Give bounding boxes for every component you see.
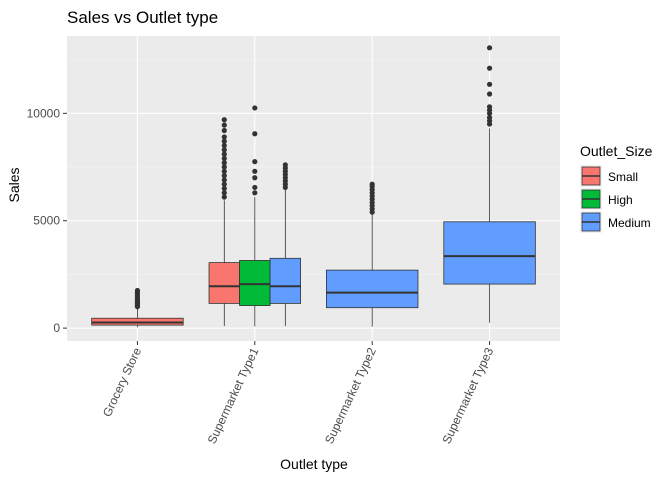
outlier-point [486, 115, 493, 121]
legend-title: Outlet_Size [580, 143, 653, 159]
outlier-point [221, 173, 227, 179]
y-tick-label: 10000 [27, 106, 61, 120]
outlier-point [221, 164, 227, 170]
boxplot-high [239, 105, 271, 327]
outlier-point [369, 181, 375, 187]
outlier-point [221, 177, 227, 183]
outlier-point [486, 45, 493, 51]
x-tick-label: Grocery Store [100, 345, 144, 419]
outlier-point [221, 127, 227, 134]
plot-panel [67, 36, 560, 341]
outlier-point [486, 65, 493, 71]
legend-label: Medium [608, 216, 651, 230]
outlier-point [221, 190, 227, 196]
legend-label: High [608, 193, 633, 207]
boxplot-medium [326, 181, 419, 327]
box [208, 262, 240, 304]
outlier-point [221, 134, 227, 140]
x-tick-label: Supermarket Type1 [205, 345, 262, 446]
outlier-point [252, 105, 258, 111]
boxplot-small [91, 287, 184, 328]
y-axis-title: Sales [6, 167, 22, 202]
outlier-point [221, 181, 227, 187]
chart-title: Sales vs Outlet type [67, 8, 218, 27]
outlier-point [221, 155, 227, 162]
x-tick-label: Supermarket Type3 [439, 345, 496, 446]
outlier-point [221, 138, 227, 144]
outlier-point [252, 168, 258, 174]
legend: Outlet_Size Small High Medium [580, 143, 653, 233]
box [269, 257, 301, 304]
x-tick-label: Supermarket Type2 [322, 345, 379, 446]
outlier-point [134, 287, 141, 294]
boxplot-small [208, 117, 240, 326]
outlier-point [252, 159, 258, 165]
y-tick-label: 5000 [33, 214, 60, 228]
outlier-point [486, 91, 493, 97]
box [326, 269, 419, 309]
outlier-point [221, 160, 227, 166]
y-tick-label: 0 [53, 321, 60, 335]
outlier-point [221, 117, 227, 123]
outlier-point [486, 81, 493, 87]
outlier-point [221, 194, 227, 200]
outlier-point [252, 184, 258, 191]
outlier-point [252, 131, 258, 137]
box [239, 260, 271, 306]
boxplot-medium [269, 162, 301, 326]
outlier-point [221, 168, 227, 174]
outlier-point [221, 185, 227, 192]
outlier-point [221, 142, 227, 149]
outlier-point [282, 162, 288, 168]
outlier-point [221, 151, 227, 157]
outlier-point [486, 104, 493, 110]
box [443, 221, 536, 285]
outlier-point [221, 122, 227, 128]
x-axis-title: Outlet type [280, 456, 348, 472]
outlier-point [252, 175, 258, 181]
boxplot-medium [443, 45, 536, 323]
outlier-point [221, 147, 227, 153]
legend-label: Small [608, 170, 638, 184]
outlier-point [252, 190, 258, 196]
